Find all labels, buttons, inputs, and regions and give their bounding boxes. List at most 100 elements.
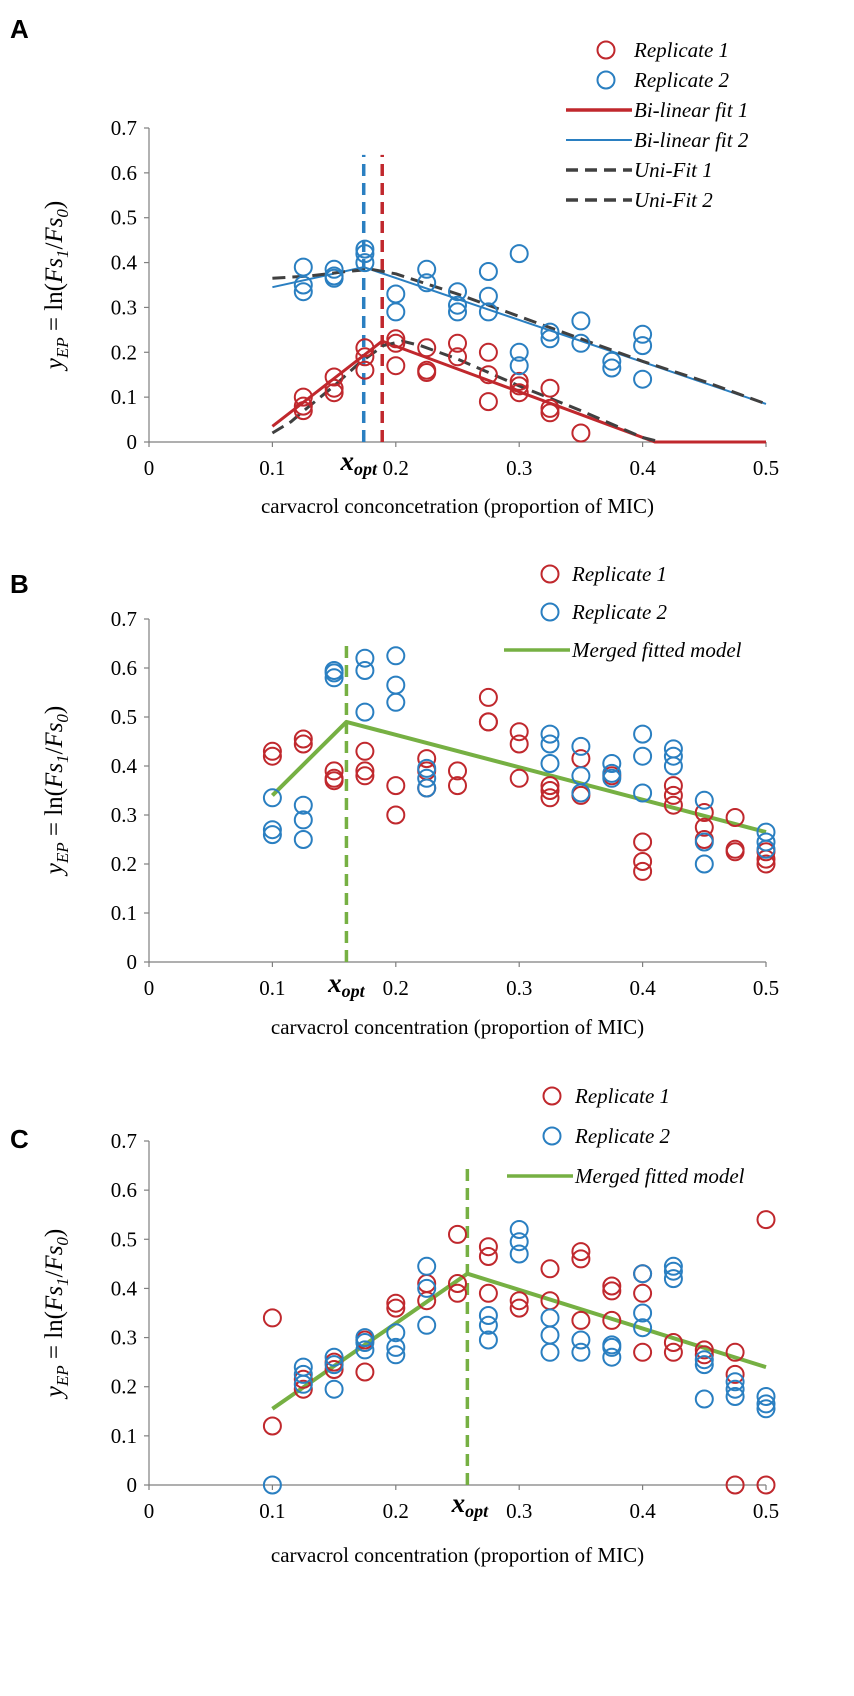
y-tick-label-c-5: 0.5 [111,1227,137,1251]
legend-label-a-4: Uni-Fit 1 [634,158,713,182]
data-point-a-s1-27 [602,358,622,378]
data-point-a-s1-5 [324,268,344,288]
data-point-b-s0-10 [386,776,406,796]
data-point-a-s1-30 [633,369,653,389]
data-point-a-s1-11 [417,259,437,279]
data-point-a-s1-2 [293,282,313,302]
data-point-b-s0-6 [324,771,344,791]
xopt-label-a: xopt [340,446,379,479]
data-point-c-s0-8 [386,1293,406,1313]
data-point-a-s0-1 [293,396,313,416]
data-point-a-s0-23 [540,378,560,398]
data-point-b-s0-11 [386,805,406,825]
data-point-c-s0-33 [694,1340,714,1360]
data-point-a-s0-11 [386,356,406,376]
y-tick-label-b-6: 0.6 [111,656,137,680]
data-point-b-s1-11 [355,702,375,722]
data-point-c-s0-36 [725,1364,745,1384]
data-point-c-s0-37 [725,1475,745,1495]
data-point-c-s0-13 [448,1274,467,1293]
y-tick-label-a-0: 0 [127,430,138,454]
y-tick-label-c-1: 0.1 [111,1424,137,1448]
data-point-a-s1-29 [633,336,653,356]
data-point-b-s1-34 [694,832,714,852]
legend-marker-b-0 [540,564,560,584]
data-point-a-s0-26 [571,423,591,443]
data-point-c-s1-4 [324,1347,344,1367]
y-tick-label-b-7: 0.7 [111,607,137,631]
xopt-label-b: xopt [327,968,366,1001]
y-tick-label-c-6: 0.6 [111,1178,137,1202]
data-point-a-s0-20 [509,371,529,391]
data-point-a-s0-8 [355,360,375,380]
data-point-b-s0-7 [355,741,375,761]
data-point-c-s1-34 [663,1261,683,1281]
data-point-a-s0-15 [448,333,467,353]
data-point-c-s0-11 [417,1291,437,1311]
data-point-c-s1-0 [262,1475,282,1495]
x-tick-label-b-2: 0.2 [383,976,409,1000]
data-point-b-s1-2 [262,825,282,845]
x-axis-label-c: carvacrol concentration (proportion of M… [271,1543,644,1567]
y-tick-label-c-7: 0.7 [111,1129,137,1153]
y-tick-label-a-1: 0.1 [111,385,137,409]
legend-marker-a-0 [596,40,616,60]
data-point-c-s1-29 [602,1347,622,1367]
data-point-c-s1-36 [694,1350,714,1370]
data-point-a-s1-12 [417,273,437,293]
fit-line-b-0 [270,719,767,835]
legend-label-b-0: Replicate 1 [571,562,667,586]
legend-label-a-3: Bi-linear fit 2 [634,128,749,152]
data-point-b-s1-24 [602,754,622,773]
x-tick-label-c-3: 0.3 [506,1499,532,1523]
data-point-a-s1-7 [355,244,375,264]
data-point-b-s1-17 [417,778,437,798]
data-point-b-s1-20 [540,754,560,773]
data-point-b-s0-40 [725,842,745,862]
data-point-c-s1-42 [756,1387,776,1406]
data-point-a-s0-24 [540,398,560,418]
data-point-b-s1-18 [540,724,560,744]
y-tick-label-c-3: 0.3 [111,1326,137,1350]
data-point-b-s0-20 [509,722,529,742]
fit-line-a-3 [272,267,767,406]
y-tick-label-b-4: 0.4 [111,754,138,778]
data-point-c-s0-19 [509,1298,529,1318]
data-point-c-s0-38 [756,1210,776,1230]
data-point-c-s0-17 [478,1283,498,1303]
legend-marker-c-1 [542,1126,562,1146]
data-point-a-s1-16 [478,262,498,281]
data-point-b-s1-28 [633,746,653,766]
data-point-b-s1-26 [602,768,622,788]
data-point-c-s1-9 [355,1340,375,1360]
x-tick-label-b-3: 0.3 [506,976,532,1000]
legend-label-b-2: Merged fitted model [571,638,742,662]
data-point-c-s1-11 [386,1337,406,1357]
data-point-b-s0-25 [540,788,560,808]
x-tick-label-a-3: 0.3 [506,456,532,480]
data-point-c-s1-24 [540,1342,560,1362]
data-point-b-s0-43 [756,854,776,874]
data-point-a-s1-8 [355,253,375,273]
data-point-c-s1-15 [417,1315,437,1335]
y-tick-label-b-2: 0.2 [111,852,137,876]
x-tick-label-a-1: 0.1 [259,456,285,480]
panel-label-b: B [10,569,29,599]
chart-panel-c: 0 0.1 0.2 0.3 0.4 0.5 0.6 0.7 0 0.1 0.2 0.3 0.4 0.5 ca… [41,1084,779,1567]
data-point-b-s1-33 [694,790,714,810]
data-point-c-s0-32 [663,1342,683,1362]
data-point-b-s0-30 [633,852,653,871]
data-point-a-s1-10 [386,302,406,322]
data-point-b-s1-8 [324,668,344,688]
data-point-a-s1-15 [448,302,467,322]
data-point-c-s0-7 [355,1362,375,1382]
data-point-b-s0-36 [694,817,714,837]
x-tick-label-a-2: 0.2 [383,456,409,480]
data-point-b-s1-15 [417,758,437,778]
data-point-b-s1-35 [694,854,714,874]
data-point-b-s0-8 [355,761,375,781]
data-point-b-s0-4 [324,761,344,781]
xopt-label-c: xopt [451,1488,490,1521]
data-point-a-s1-17 [478,286,498,306]
